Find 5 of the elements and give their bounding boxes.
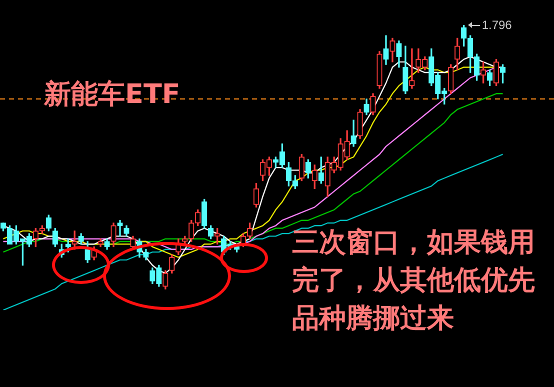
- candlestick: [117, 220, 123, 237]
- annotation: 1.796: [482, 17, 512, 33]
- annotation: 三次窗口，如果钱用完了，从其他低优先品种腾挪过来: [292, 226, 536, 336]
- text: 新能车ETF: [44, 78, 180, 112]
- candlestick: [409, 48, 415, 89]
